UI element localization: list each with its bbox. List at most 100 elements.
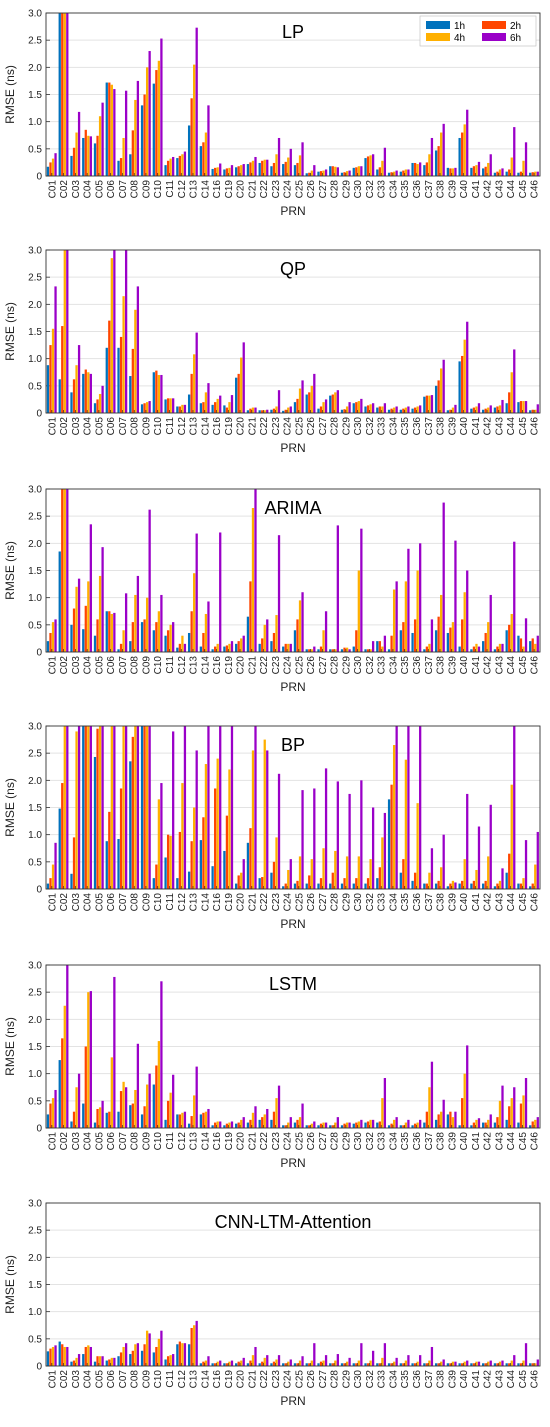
bar-2h-C37 (425, 646, 429, 652)
x-tick-label: C37 (424, 417, 435, 436)
bar-6h-C37 (430, 1061, 434, 1128)
bar-2h-C07 (119, 158, 123, 176)
bar-4h-C37 (428, 643, 431, 652)
x-tick-label: C36 (412, 1370, 423, 1389)
bar-4h-C36 (416, 1361, 419, 1366)
x-tick-label: C38 (436, 893, 447, 912)
bar-2h-C09 (143, 619, 146, 652)
bar-2h-C02 (61, 326, 64, 413)
bar-4h-C06 (110, 1057, 113, 1128)
bar-4h-C41 (475, 869, 478, 889)
bar-2h-C07 (119, 336, 123, 413)
x-tick-label: C42 (483, 1370, 494, 1389)
bar-4h-C02 (63, 489, 66, 652)
bar-6h-C28 (336, 167, 339, 176)
bar-4h-C29 (345, 647, 349, 652)
bar-4h-C08 (134, 309, 137, 413)
x-tick-label: C35 (400, 180, 411, 199)
bar-2h-C20 (237, 1361, 240, 1366)
bar-4h-C16 (216, 167, 219, 176)
bar-1h-C21 (246, 616, 250, 652)
bar-2h-C21 (249, 408, 252, 413)
bar-4h-C06 (110, 84, 113, 176)
bar-6h-C34 (395, 1357, 398, 1366)
bar-2h-C13 (190, 98, 193, 176)
bar-1h-C40 (458, 137, 461, 176)
bar-2h-C12 (178, 831, 182, 889)
bar-2h-C13 (190, 1116, 193, 1128)
bar-6h-C44 (513, 127, 516, 176)
bar-6h-C23 (277, 773, 281, 889)
bar-1h-C16 (211, 404, 214, 413)
bar-2h-C24 (284, 1363, 287, 1366)
bar-1h-C13 (187, 871, 191, 889)
bar-2h-C20 (237, 373, 240, 413)
bar-2h-C35 (402, 170, 405, 176)
bar-1h-C05 (93, 635, 97, 652)
bar-6h-C09 (148, 509, 151, 652)
bar-4h-C09 (145, 1330, 149, 1366)
chart-title: QP (280, 259, 306, 279)
x-tick-label: C46 (530, 656, 541, 675)
y-tick-label: 3.0 (28, 9, 42, 20)
bar-2h-C39 (449, 627, 452, 652)
x-tick-label: C07 (118, 1370, 129, 1389)
bar-2h-C30 (355, 167, 358, 176)
bar-4h-C35 (404, 581, 408, 652)
bar-2h-C39 (449, 1363, 452, 1366)
bar-1h-C01 (46, 1114, 50, 1128)
bar-6h-C45 (524, 1078, 528, 1128)
x-tick-label: C08 (130, 893, 141, 912)
x-tick-label: C27 (318, 656, 329, 675)
x-tick-label: C29 (341, 1132, 352, 1151)
x-tick-label: C05 (94, 893, 105, 912)
bar-4h-C33 (381, 837, 384, 889)
bar-6h-C16 (219, 163, 222, 176)
bar-4h-C22 (263, 410, 266, 413)
y-tick-label: 1.5 (28, 90, 42, 101)
bar-6h-C07 (124, 593, 128, 652)
bar-4h-C43 (498, 643, 502, 652)
x-tick-label: C24 (283, 1370, 294, 1389)
bar-4h-C30 (357, 1360, 360, 1366)
bar-2h-C33 (378, 167, 381, 176)
bar-2h-C09 (143, 1344, 146, 1366)
bar-6h-C21 (254, 407, 257, 413)
bar-6h-C42 (489, 405, 492, 413)
bar-1h-C13 (187, 632, 191, 652)
bar-6h-C29 (348, 402, 351, 413)
bar-1h-C35 (399, 872, 402, 889)
bar-1h-C14 (199, 1114, 203, 1128)
bar-2h-C25 (296, 1119, 299, 1128)
bar-1h-C11 (164, 1119, 167, 1128)
bar-4h-C20 (240, 1119, 243, 1128)
y-tick-label: 2.0 (28, 1015, 42, 1026)
x-tick-label: C42 (483, 893, 494, 912)
y-tick-label: 2.0 (28, 63, 42, 74)
y-tick-label: 3.0 (28, 246, 42, 257)
axes-frame (45, 488, 541, 653)
bar-2h-C08 (131, 348, 134, 413)
bar-1h-C13 (187, 125, 191, 176)
bar-4h-C35 (404, 169, 408, 176)
bar-1h-C38 (434, 1119, 438, 1128)
x-tick-label: C41 (471, 1370, 482, 1389)
bar-1h-C11 (164, 399, 167, 413)
bar-4h-C03 (75, 586, 78, 652)
bar-6h-C22 (266, 1108, 269, 1128)
bar-4h-C08 (134, 1089, 137, 1128)
x-tick-label: C14 (200, 1132, 211, 1151)
bar-4h-C26 (310, 1360, 313, 1366)
bar-4h-C28 (334, 166, 337, 176)
bar-1h-C36 (411, 408, 414, 413)
x-tick-label: C29 (341, 656, 352, 675)
x-tick-label: C25 (294, 656, 305, 675)
bar-2h-C14 (202, 142, 205, 176)
x-tick-label: C06 (106, 180, 117, 199)
bar-4h-C46 (534, 171, 537, 176)
bar-1h-C04 (82, 726, 85, 889)
x-tick-label: C25 (294, 417, 305, 436)
bar-1h-C34 (387, 799, 391, 889)
bar-2h-C03 (72, 379, 76, 413)
x-tick-label: C25 (294, 1132, 305, 1151)
